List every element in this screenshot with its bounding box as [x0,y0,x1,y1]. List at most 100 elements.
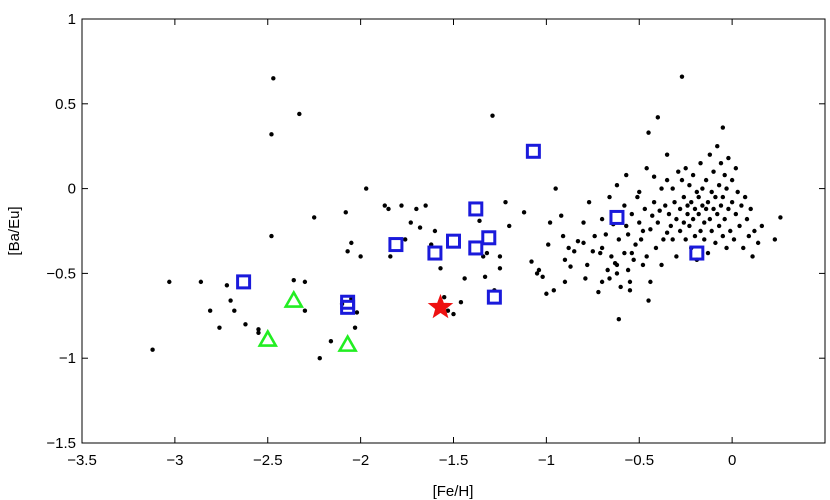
x-tick-label: 0 [728,452,736,469]
data-point-dot [674,254,679,259]
data-point-dot [742,194,748,200]
data-point-dot [633,242,638,247]
data-point-dot [343,210,348,215]
data-point-square [609,209,625,225]
data-point-dot [607,276,612,281]
data-point-dot [718,203,724,208]
data-point-dot [605,267,610,273]
data-point-dot [655,115,661,120]
data-point-dot [627,279,633,285]
data-point-dot [590,249,596,254]
data-point-dot [354,310,360,315]
data-point-dot [718,160,724,166]
data-point-dot [386,206,391,212]
data-point-dot [349,240,354,246]
data-point-dot [692,233,698,239]
data-point-dot [302,279,308,285]
data-point-dot [696,194,701,200]
data-point-dot [657,208,662,213]
data-point-dot [713,240,718,246]
x-tick-label: −3 [166,452,183,469]
data-point-square [689,245,705,261]
data-point-dot [352,325,358,330]
data-point-dot [729,177,735,183]
data-point-dot [713,194,718,200]
data-point-triangle [337,334,358,352]
data-point-dot [670,186,675,191]
data-point-dot [458,300,464,305]
data-point-dot [328,339,334,344]
data-point-dot [709,228,714,234]
y-tick-label: 0 [68,181,76,198]
data-point-dot [477,218,482,224]
x-tick-label: −3.5 [67,452,97,469]
data-point-dot [644,254,649,259]
tick-labels: −3.5 −3 −2.5 −2 −1.5 −1 −0.5 0 −1.5 −1 −0.5 0 0.5 1 [46,11,736,469]
data-point-dot [553,186,558,191]
data-point-square [427,245,443,261]
data-point-dot [599,245,605,251]
x-axis-label: [Fe/H] [433,483,474,500]
data-point-dot [729,199,735,205]
data-point-dot [482,274,488,279]
data-point-dot [269,233,274,239]
data-point-dot [562,257,568,263]
data-point-dot [715,144,720,149]
data-point-dot [720,125,726,130]
data-point-dot [568,264,573,269]
data-point-dot [442,294,447,300]
data-point-dot [536,267,542,273]
data-point-dot [705,199,711,205]
data-point-dot [716,183,722,188]
data-point-dot [609,254,614,259]
data-point-dot [507,223,512,229]
data-point-dot [677,206,683,212]
data-point-dot [586,199,592,205]
data-point-dot [243,322,248,327]
data-point-dot [414,206,419,212]
data-point-dot [755,240,761,246]
data-point-dot [726,206,731,212]
data-point-dot [674,216,679,222]
data-point-dot [629,250,635,256]
data-point-dot [683,166,688,171]
data-point-dot [585,262,590,268]
data-point-dot [291,277,296,283]
data-point-square [388,237,404,253]
data-point-dot [403,237,408,242]
data-point-dot [150,347,155,352]
data-point-dot [681,194,687,200]
data-point-dot [232,308,237,313]
data-point-dot [648,279,653,285]
data-point-square [446,233,461,249]
data-point-dot [687,223,692,229]
data-point-dot [731,237,737,242]
data-point-dot [646,130,651,135]
data-point-dot [744,216,750,222]
data-point-dot [679,177,685,183]
data-point-dot [256,327,261,332]
data-point-dot [664,177,670,183]
data-point-dot [408,220,413,225]
data-point-dot [625,232,631,237]
data-point-dot [382,203,387,208]
data-point-dot [709,189,714,195]
data-point-dot [581,220,586,225]
data-marks [150,74,783,361]
data-point-dot [726,155,731,161]
data-point-dot [685,203,690,208]
data-point-dot [224,283,230,288]
data-point-dot [438,266,443,271]
data-point-dot [445,308,451,313]
data-point-dot [614,262,620,268]
y-tick-label: 0.5 [55,96,76,113]
data-point-dot [629,211,635,217]
data-point-dot [603,232,609,237]
data-point-dot [690,216,696,222]
data-point-dot [705,250,711,256]
data-point-dot [728,228,733,234]
data-point-dot [724,186,729,191]
data-point-dot [311,215,317,220]
data-point-dot [490,113,495,118]
data-point-dot [637,189,642,195]
